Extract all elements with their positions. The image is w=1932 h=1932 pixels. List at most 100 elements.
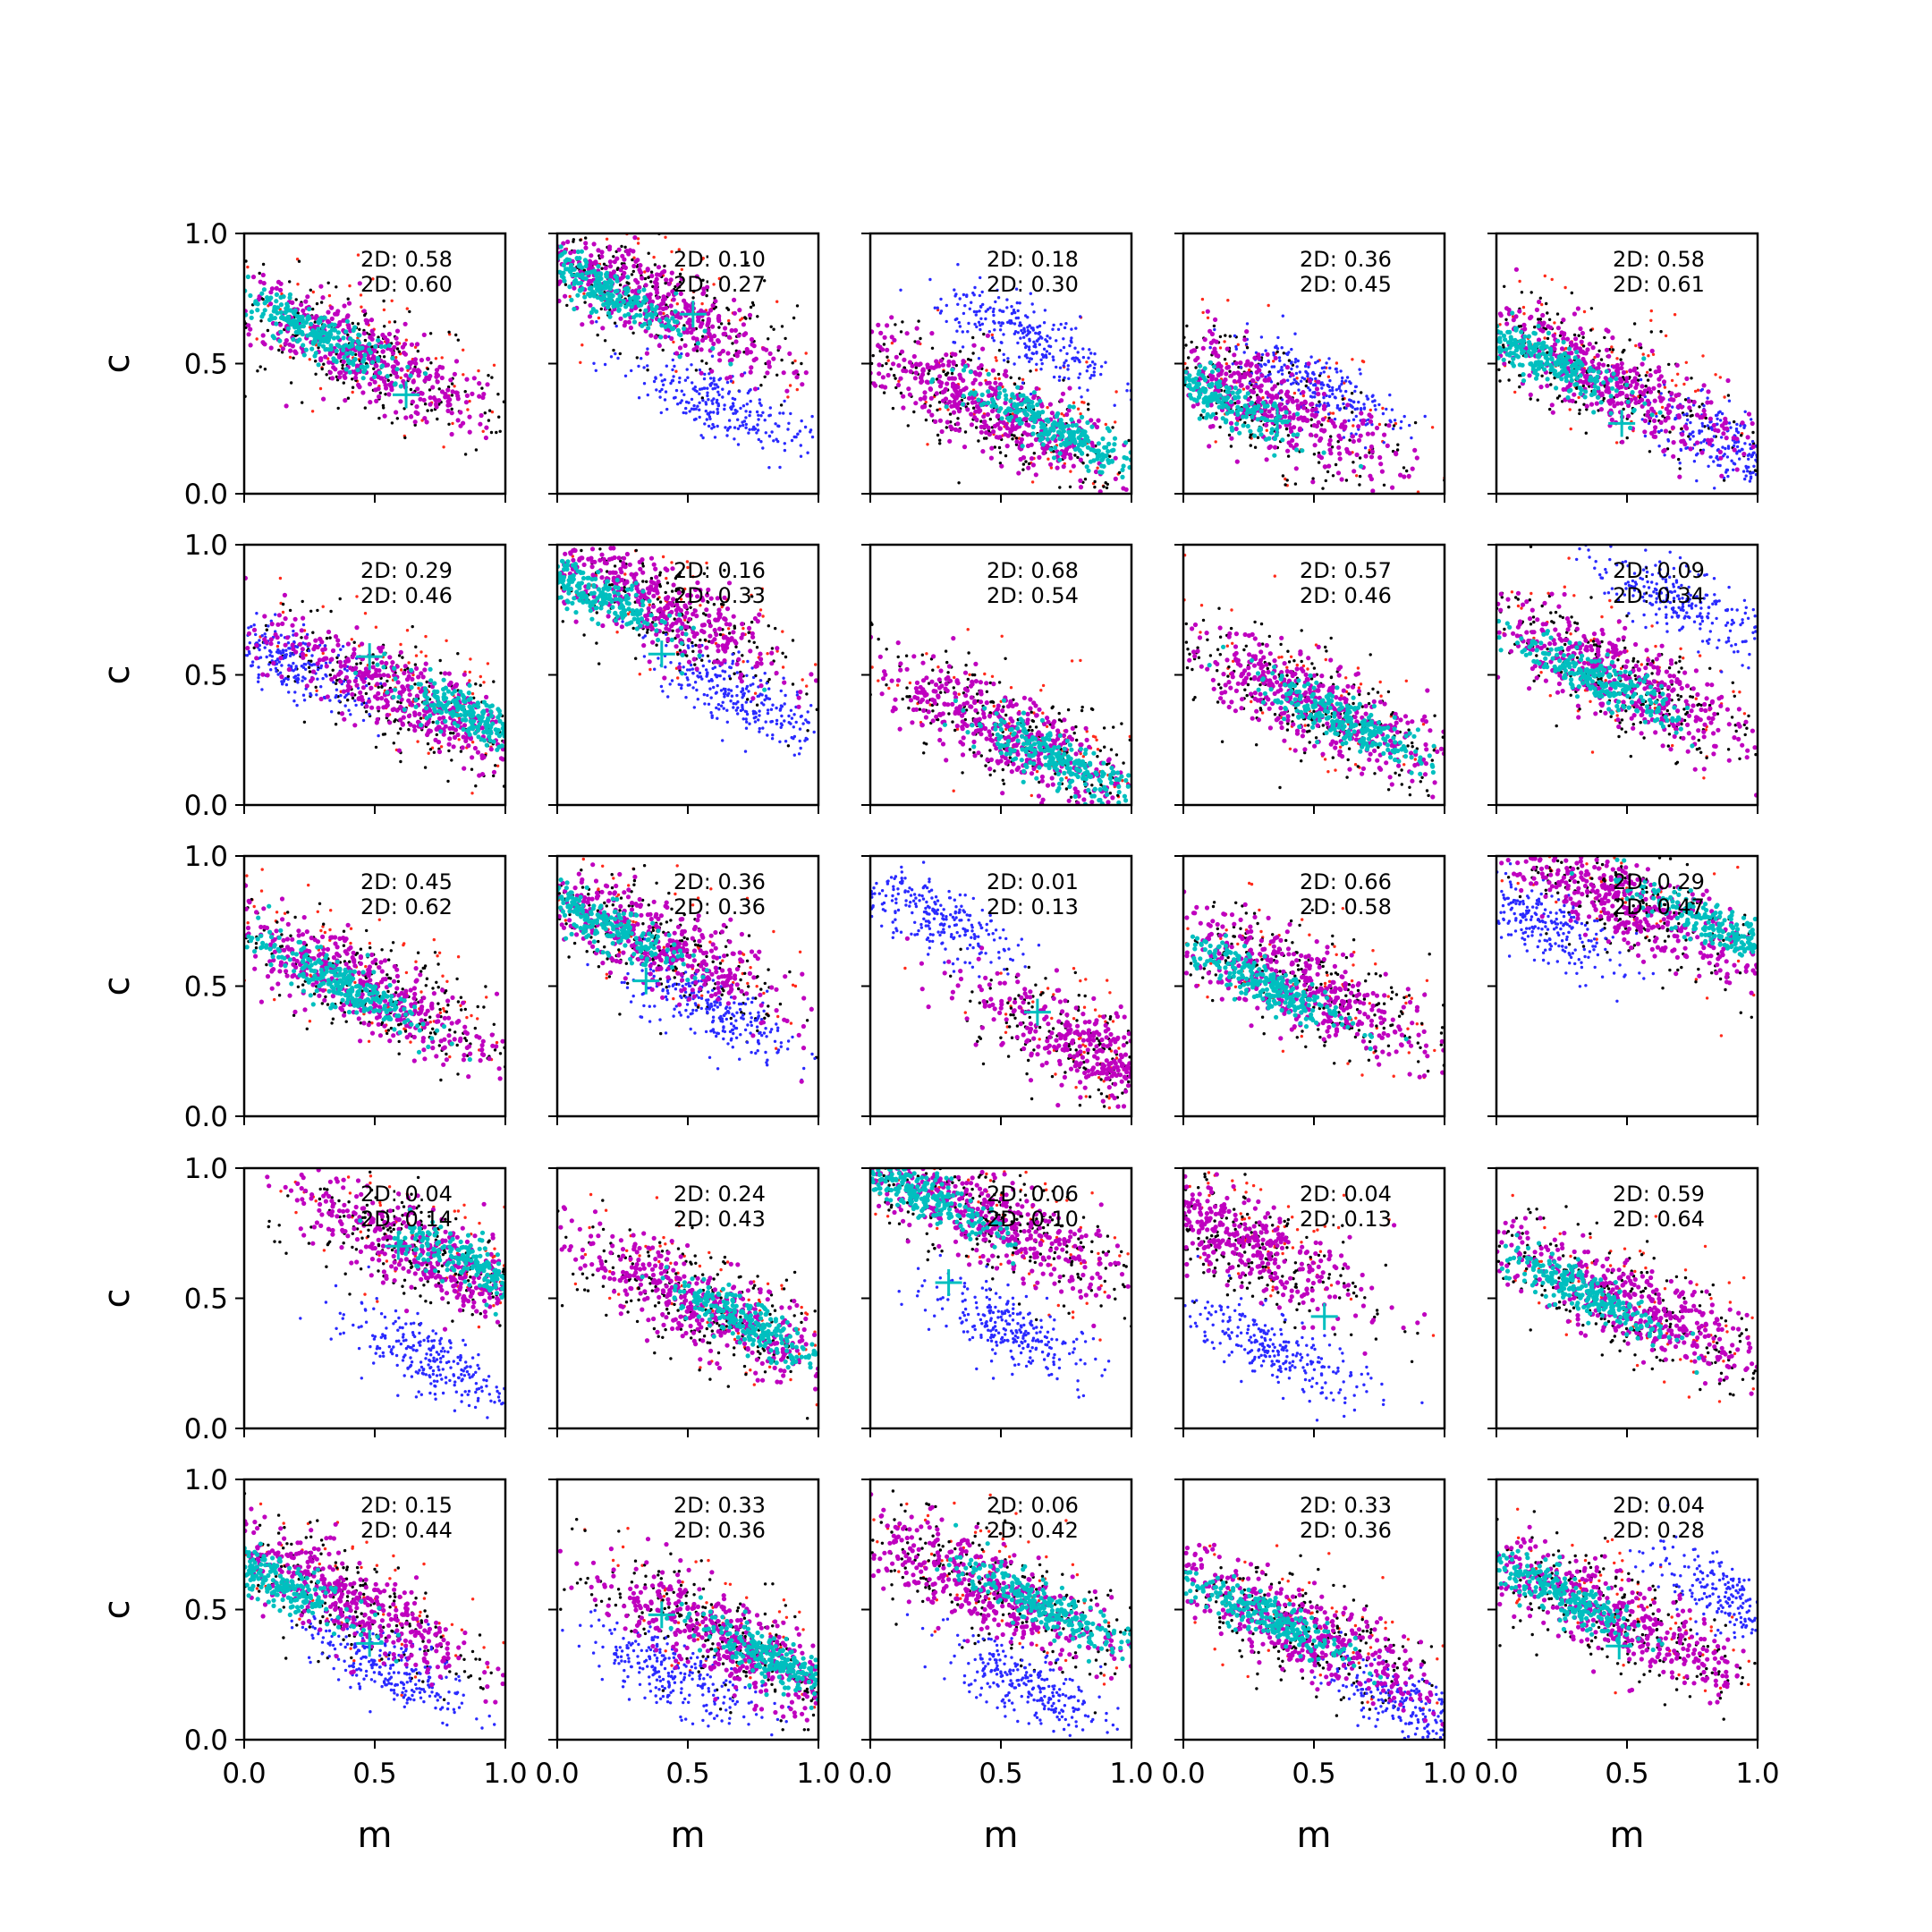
cyan-points-point (315, 330, 320, 335)
blue-points-point (1281, 314, 1285, 318)
black-points-point (1396, 443, 1400, 446)
blue-points-point (1382, 441, 1385, 445)
magenta-points-point (1642, 429, 1648, 435)
black-points-point (258, 365, 262, 369)
black-points-point (397, 350, 401, 353)
red-points-point (1582, 309, 1587, 314)
blue-points-point (1090, 360, 1095, 364)
red-points-point (1292, 391, 1297, 395)
black-points-point (1227, 433, 1232, 437)
magenta-points-point (394, 328, 401, 334)
black-points-point (463, 453, 468, 456)
red-points-point (1060, 412, 1063, 416)
black-points-point (1102, 485, 1106, 488)
black-points-point (1311, 477, 1315, 480)
magenta-points-point (1047, 402, 1053, 407)
black-points-point (1317, 461, 1321, 464)
magenta-points-point (410, 399, 415, 404)
black-points-point (372, 367, 376, 370)
magenta-points-point (992, 423, 997, 428)
magenta-points-point (437, 364, 443, 369)
cyan-points-point (394, 367, 400, 372)
black-points-point (1348, 438, 1352, 442)
magenta-points-point (709, 369, 715, 374)
cyan-points-point (1250, 414, 1255, 419)
blue-points-point (1000, 321, 1004, 325)
cyan-points-point (1004, 396, 1009, 402)
cyan-points-point (637, 289, 642, 294)
cyan-points-point (1102, 445, 1107, 450)
magenta-points-point (919, 404, 926, 410)
magenta-points-point (1580, 330, 1585, 336)
blue-points-point (1052, 375, 1056, 379)
magenta-points-point (1653, 425, 1658, 430)
magenta-points-point (969, 411, 974, 417)
black-points-point (1530, 291, 1533, 294)
cyan-points-point (328, 346, 334, 352)
black-points-point (1503, 284, 1506, 288)
magenta-points-point (1386, 423, 1392, 428)
blue-points-point (1402, 414, 1406, 419)
red-points-point (1360, 360, 1365, 363)
blue-points-point (684, 400, 689, 404)
magenta-points-point (919, 375, 924, 380)
blue-points-point (789, 411, 792, 416)
magenta-points-point (1202, 337, 1208, 343)
black-points-point (346, 396, 351, 400)
cyan-points-point (287, 292, 292, 297)
black-points-point (646, 369, 649, 372)
magenta-points-point (258, 279, 263, 284)
blue-points-point (710, 381, 714, 386)
blue-points-point (999, 324, 1003, 327)
magenta-points-point (1356, 437, 1362, 443)
magenta-points-point (653, 335, 658, 340)
red-points-point (643, 270, 647, 274)
cyan-points-point (1019, 420, 1024, 426)
red-points-point (1206, 316, 1210, 319)
black-points-point (1594, 341, 1598, 345)
black-points-point (958, 350, 962, 353)
blue-points-point (716, 390, 720, 394)
black-points-point (1350, 392, 1354, 395)
magenta-points-point (970, 395, 976, 401)
blue-points-point (1322, 395, 1326, 400)
blue-points-point (1290, 367, 1293, 371)
cyan-points-point (1241, 423, 1246, 428)
black-points-point (1599, 358, 1604, 361)
cyan-points-point (658, 335, 664, 340)
cyan-points-point (316, 362, 321, 368)
blue-points-point (973, 322, 977, 326)
black-points-point (1529, 397, 1532, 401)
blue-points-point (741, 423, 745, 428)
blue-points-point (1357, 400, 1360, 404)
magenta-points-point (1301, 390, 1306, 395)
black-points-point (1228, 335, 1233, 338)
magenta-points-point (1370, 488, 1376, 494)
cyan-points-point (648, 302, 655, 308)
cyan-points-point (1295, 432, 1301, 437)
red-points-point (1236, 343, 1241, 346)
blue-points-point (1355, 407, 1360, 411)
cyan-points-point (1252, 433, 1258, 438)
cyan-points-point (1095, 456, 1100, 462)
magenta-points-point (305, 294, 310, 300)
black-points-point (256, 369, 259, 373)
cyan-points-point (1097, 470, 1103, 475)
cyan-points-point (1051, 455, 1057, 461)
magenta-points-point (1652, 398, 1657, 403)
cyan-points-point (568, 269, 573, 275)
black-points-point (596, 333, 599, 337)
cyan-points-point (1079, 450, 1085, 456)
magenta-points-point (937, 374, 943, 379)
magenta-points-point (445, 408, 451, 413)
black-points-point (894, 377, 897, 380)
magenta-points-point (417, 369, 422, 375)
blue-points-point (998, 309, 1002, 312)
magenta-points-point (374, 398, 379, 403)
black-points-point (949, 420, 953, 424)
black-points-point (363, 313, 367, 318)
magenta-points-point (633, 258, 639, 264)
magenta-points-point (953, 427, 959, 432)
magenta-points-point (1066, 408, 1072, 413)
cyan-points-point (1272, 436, 1277, 442)
